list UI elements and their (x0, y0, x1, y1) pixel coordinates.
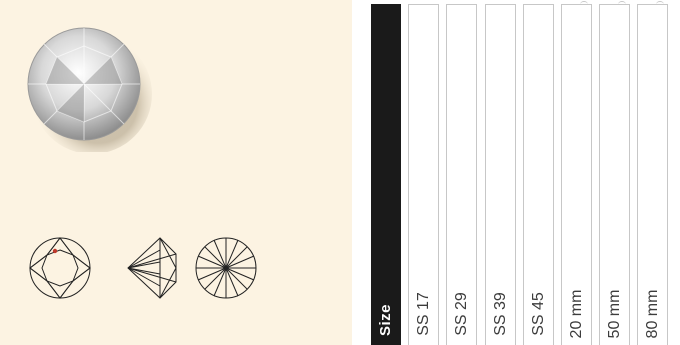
size-header-column: Size (371, 4, 401, 345)
side-view-diagram (127, 237, 177, 299)
corner-mark (618, 1, 626, 8)
size-label: 20 mm (567, 289, 585, 339)
accent-dot-icon (52, 248, 58, 254)
size-column: SS 39 (485, 4, 516, 345)
size-column: 50 mm (599, 1, 630, 345)
corner-mark (656, 1, 664, 8)
product-image-panel (0, 0, 352, 345)
size-header-label: Size (377, 303, 394, 337)
size-label: 50 mm (605, 289, 623, 339)
size-column: SS 29 (446, 4, 477, 345)
size-column: SS 17 (408, 4, 439, 345)
size-label: SS 17 (414, 292, 432, 336)
crystal-stone-photo (27, 27, 152, 152)
bottom-view-diagram (195, 237, 257, 299)
size-label: SS 45 (529, 292, 547, 336)
size-label: SS 39 (491, 292, 509, 336)
size-column: 20 mm (561, 1, 592, 345)
size-label: 80 mm (643, 289, 661, 339)
corner-mark (580, 1, 588, 8)
size-column: 80 mm (637, 1, 668, 345)
size-label: SS 29 (452, 292, 470, 336)
top-view-diagram (29, 237, 91, 299)
size-column: SS 45 (523, 4, 554, 345)
